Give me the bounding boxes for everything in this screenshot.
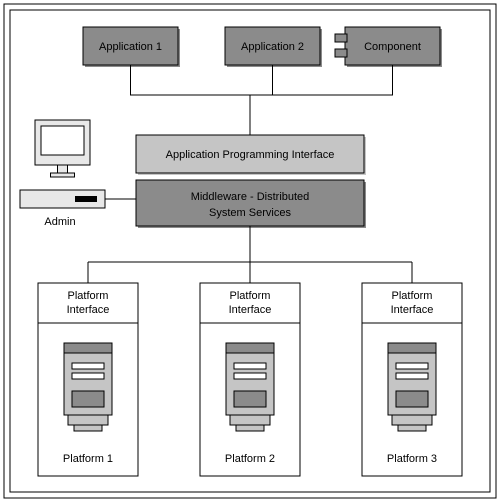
server-icon (388, 343, 436, 431)
application-2-box-label: Application 2 (241, 41, 304, 53)
component-plug-bottom (335, 49, 347, 57)
middleware-box: Middleware - Distributed System Services (136, 180, 366, 228)
server-icon (64, 343, 112, 431)
platform-3-box: Platform Interface Platform 3 (362, 283, 462, 476)
platform-2-footer: Platform 2 (225, 453, 275, 465)
platform-3-title-1: Platform (392, 290, 433, 302)
api-label: Application Programming Interface (166, 149, 335, 161)
application-2-box: Application 2 (225, 27, 322, 67)
platform-1-footer: Platform 1 (63, 453, 113, 465)
component-box: Component (335, 27, 442, 67)
component-plug-top (335, 34, 347, 42)
api-box: Application Programming Interface (136, 135, 366, 175)
admin-workstation-icon (20, 120, 105, 208)
admin-label: Admin (44, 216, 75, 228)
platform-3-title-2: Interface (391, 304, 434, 316)
platform-2-box: Platform Interface Platform 2 (200, 283, 300, 476)
middleware-label-1: Middleware - Distributed (191, 191, 310, 203)
platform-1-title-1: Platform (68, 290, 109, 302)
platform-2-title-1: Platform (230, 290, 271, 302)
middleware-label-2: System Services (209, 207, 291, 219)
application-1-box-label: Application 1 (99, 41, 162, 53)
platform-1-title-2: Interface (67, 304, 110, 316)
platform-1-box: Platform Interface Platform 1 (38, 283, 138, 476)
application-1-box: Application 1 (83, 27, 180, 67)
platform-3-footer: Platform 3 (387, 453, 437, 465)
server-icon (226, 343, 274, 431)
platform-2-title-2: Interface (229, 304, 272, 316)
component-box-label: Component (364, 41, 421, 53)
